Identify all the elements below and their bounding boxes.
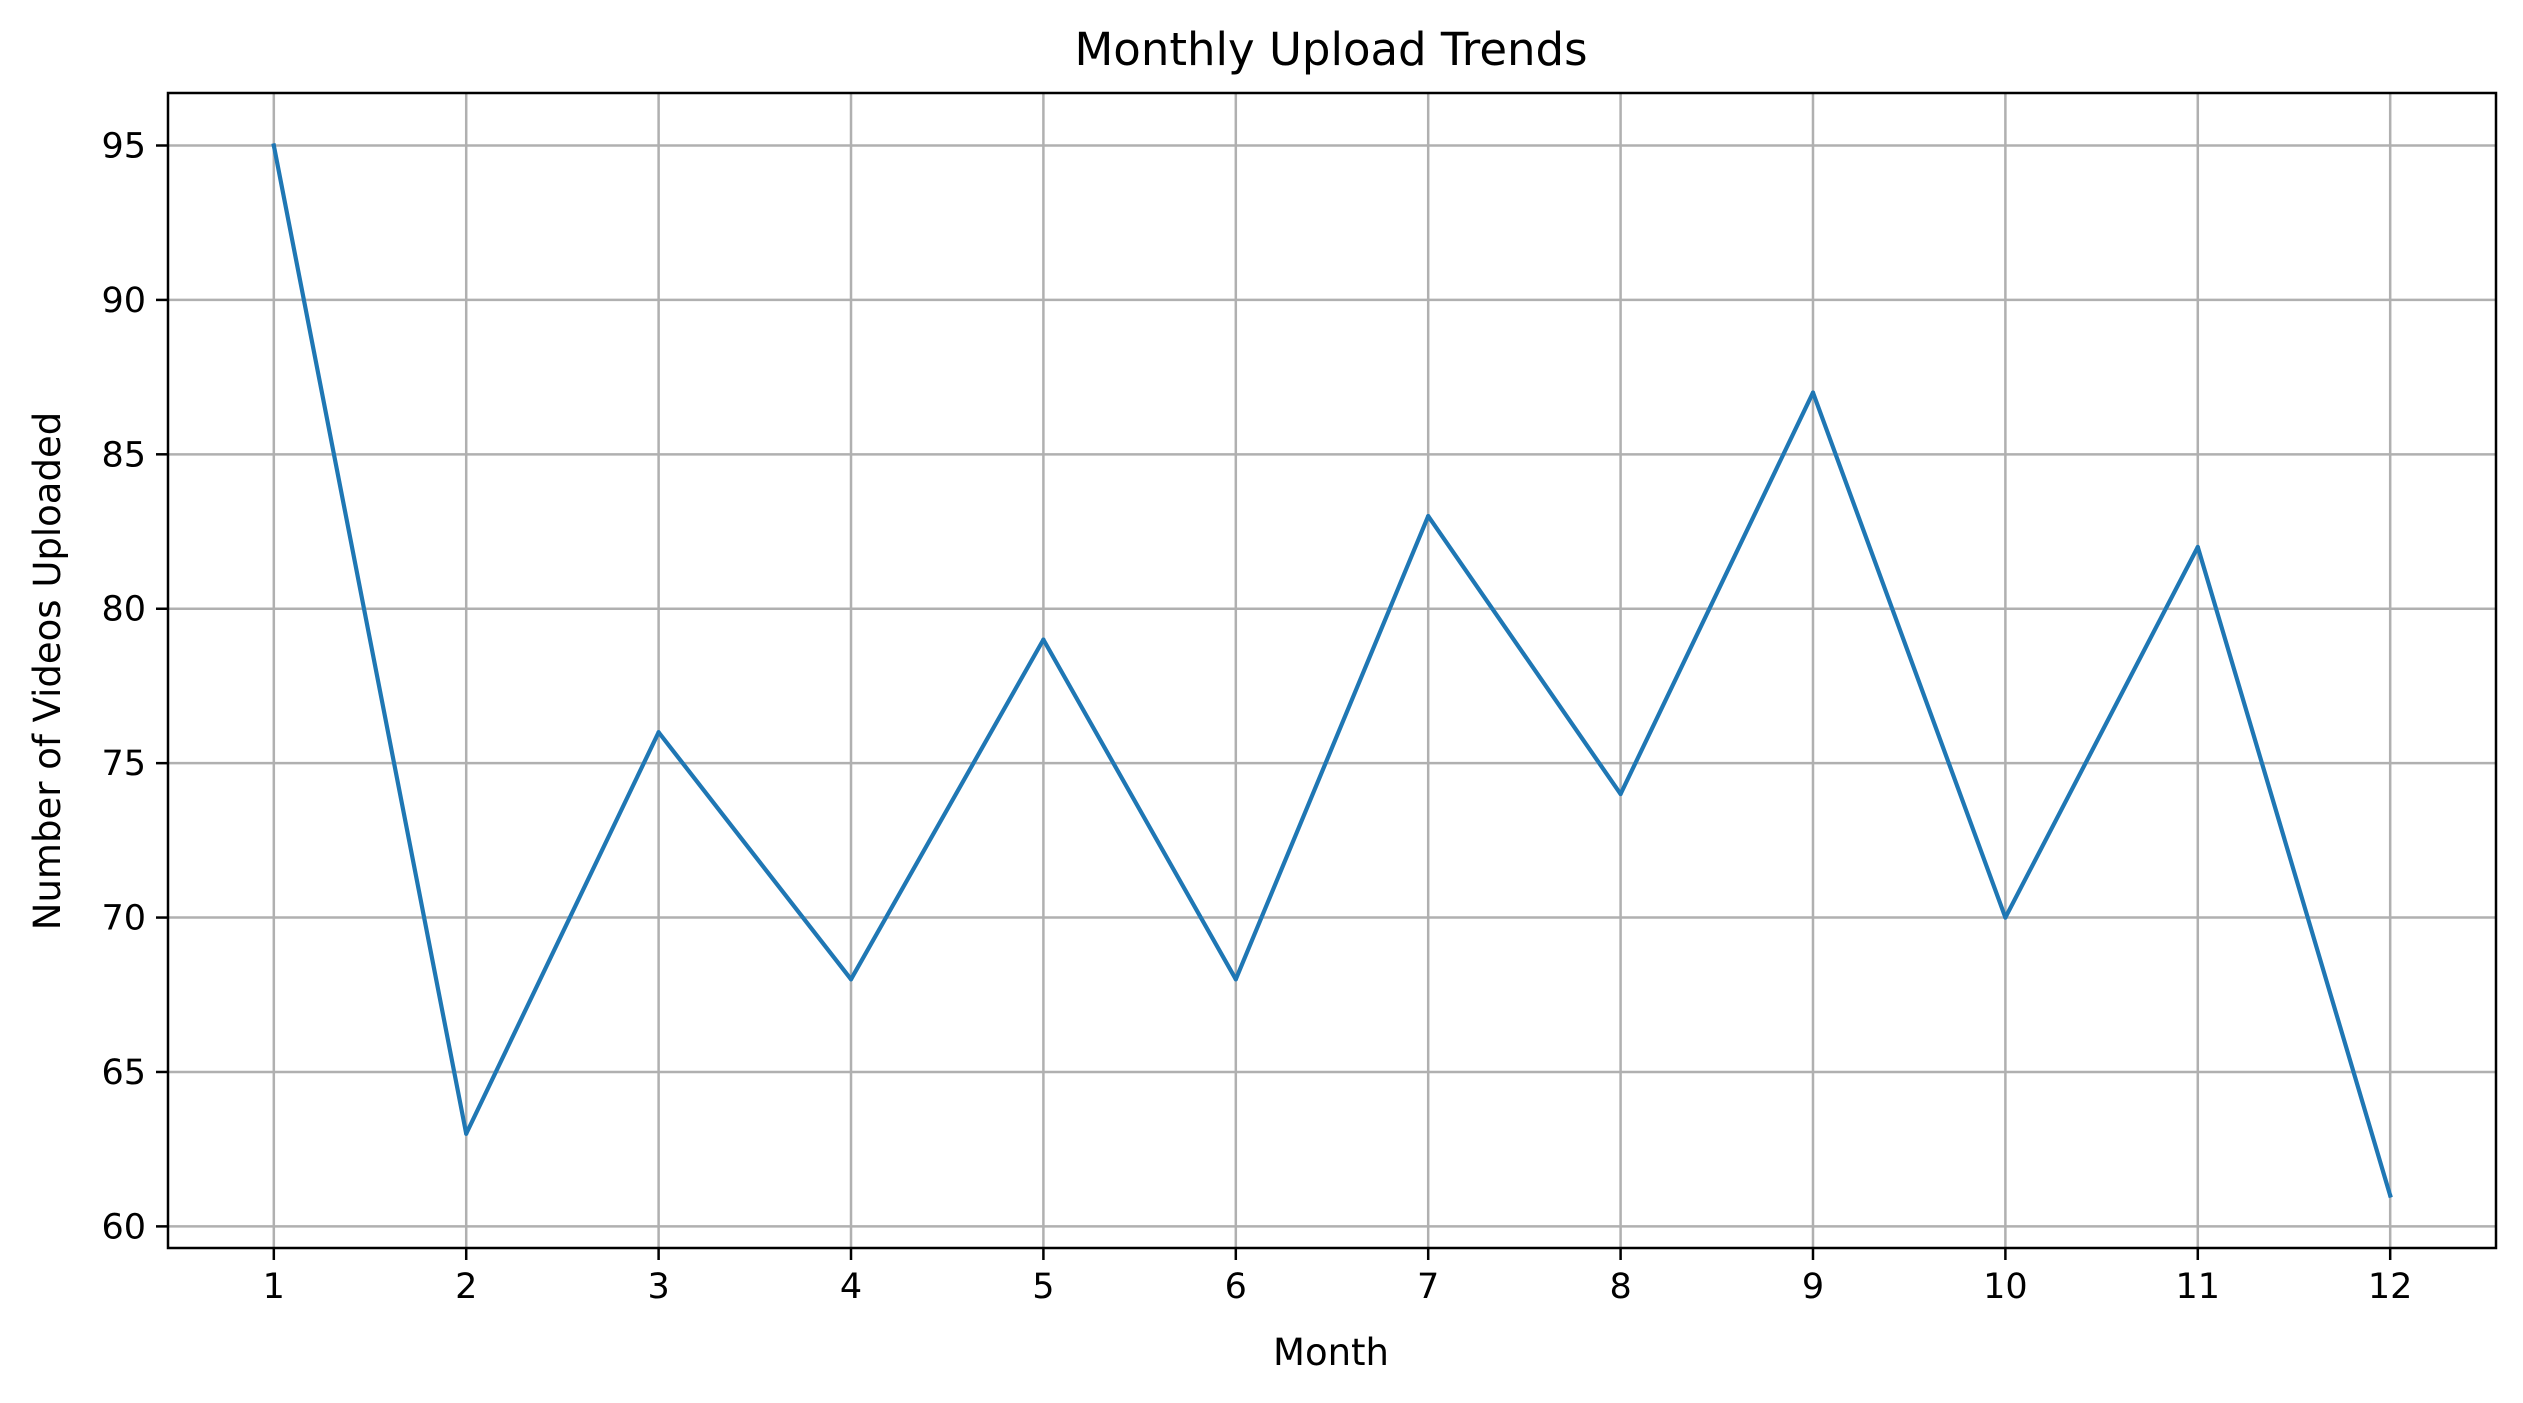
x-axis-ticks: 1 2 3 4 5 6 7 8 9 10 11 12	[263, 1248, 2413, 1307]
data-point	[464, 1131, 469, 1136]
x-tick-label: 1	[263, 1267, 285, 1307]
data-point	[1426, 513, 1431, 519]
x-tick-label: 3	[647, 1267, 669, 1307]
y-axis-ticks: 60 65 70 75 80 85 90 95	[101, 127, 168, 1247]
x-tick-label: 2	[455, 1267, 477, 1307]
data-point	[656, 730, 661, 735]
x-tick-label: 4	[840, 1267, 862, 1307]
grid-lines	[168, 93, 2496, 1248]
data-point	[2195, 544, 2200, 550]
x-tick-label: 11	[2176, 1267, 2221, 1307]
y-tick-label: 80	[101, 590, 146, 630]
x-axis-label: Month	[1273, 1331, 1389, 1374]
y-tick-label: 95	[101, 127, 146, 167]
plot-frame	[166, 91, 2498, 1250]
y-tick-label: 60	[101, 1207, 146, 1247]
x-tick-label: 8	[1609, 1267, 1631, 1307]
data-point	[1618, 791, 1623, 797]
y-tick-label: 65	[101, 1053, 146, 1093]
y-tick-label: 75	[101, 744, 146, 784]
data-point	[1810, 390, 1816, 395]
series-layer	[271, 143, 2393, 1199]
x-tick-label: 12	[2368, 1267, 2413, 1307]
y-axis-label: Number of Videos Uploaded	[26, 412, 69, 930]
y-tick-label: 90	[101, 281, 146, 321]
data-point	[271, 143, 276, 148]
data-point	[2388, 1193, 2393, 1198]
data-point	[2003, 915, 2008, 920]
series-line	[271, 143, 2393, 1199]
data-point	[1233, 977, 1238, 982]
y-tick-label: 85	[101, 435, 146, 475]
x-tick-label: 7	[1417, 1267, 1439, 1307]
y-tick-label: 70	[101, 899, 146, 939]
data-point	[848, 977, 854, 982]
x-tick-label: 10	[1983, 1267, 2028, 1307]
chart-title: Monthly Upload Trends	[1074, 23, 1587, 76]
data-point	[1041, 637, 1046, 642]
x-tick-label: 9	[1802, 1267, 1824, 1307]
x-tick-label: 6	[1225, 1267, 1247, 1307]
x-tick-label: 5	[1032, 1267, 1054, 1307]
